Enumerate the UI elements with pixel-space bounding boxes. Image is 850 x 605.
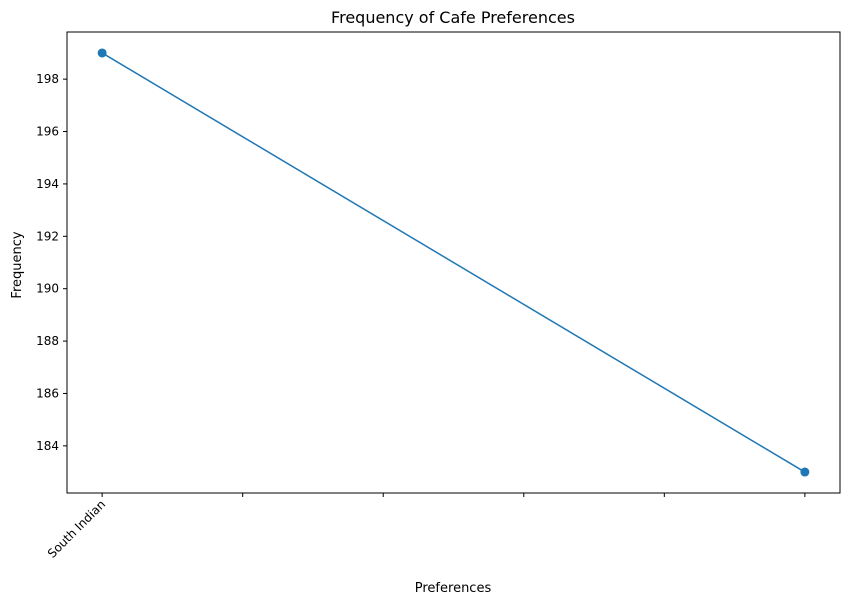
y-tick-label: 192: [36, 229, 59, 243]
y-tick-label: 198: [36, 72, 59, 86]
y-tick-label: 190: [36, 282, 59, 296]
series-group: [97, 48, 810, 477]
x-axis-label: Preferences: [415, 581, 492, 596]
y-axis-label: Frequency: [10, 231, 25, 298]
x-axis: South Indian: [45, 493, 806, 561]
y-tick-label: 196: [36, 125, 59, 139]
y-tick-label: 194: [36, 177, 59, 191]
data-point: [97, 48, 107, 58]
x-tick-label: South Indian: [45, 497, 108, 560]
series-line: [101, 52, 806, 473]
y-tick-label: 188: [36, 334, 59, 348]
data-point: [800, 467, 810, 477]
y-tick-label: 184: [36, 439, 59, 453]
chart-title: Frequency of Cafe Preferences: [331, 8, 575, 27]
y-axis: 184 186 188 190 192 194 196 198: [36, 72, 67, 453]
y-tick-label: 186: [36, 386, 59, 400]
